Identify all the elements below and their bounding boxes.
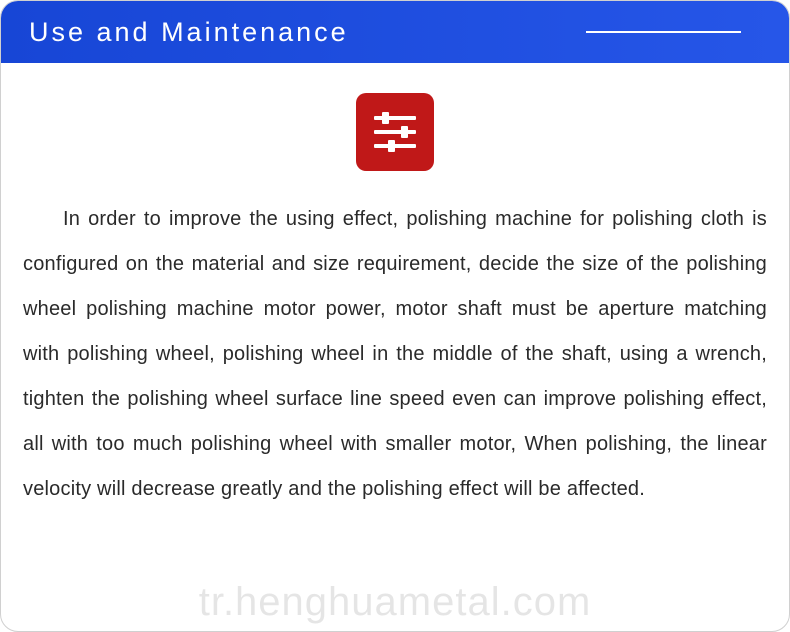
- watermark-text: tr.henghuametal.com: [1, 580, 789, 625]
- header-title: Use and Maintenance: [29, 17, 349, 48]
- header-divider-line: [586, 31, 741, 33]
- sliders-icon-svg: [368, 105, 422, 159]
- info-card: Use and Maintenance In order to improve …: [0, 0, 790, 632]
- icon-container: [1, 93, 789, 171]
- sliders-icon: [356, 93, 434, 171]
- body-paragraph: In order to improve the using effect, po…: [1, 197, 789, 512]
- card-header: Use and Maintenance: [1, 1, 789, 63]
